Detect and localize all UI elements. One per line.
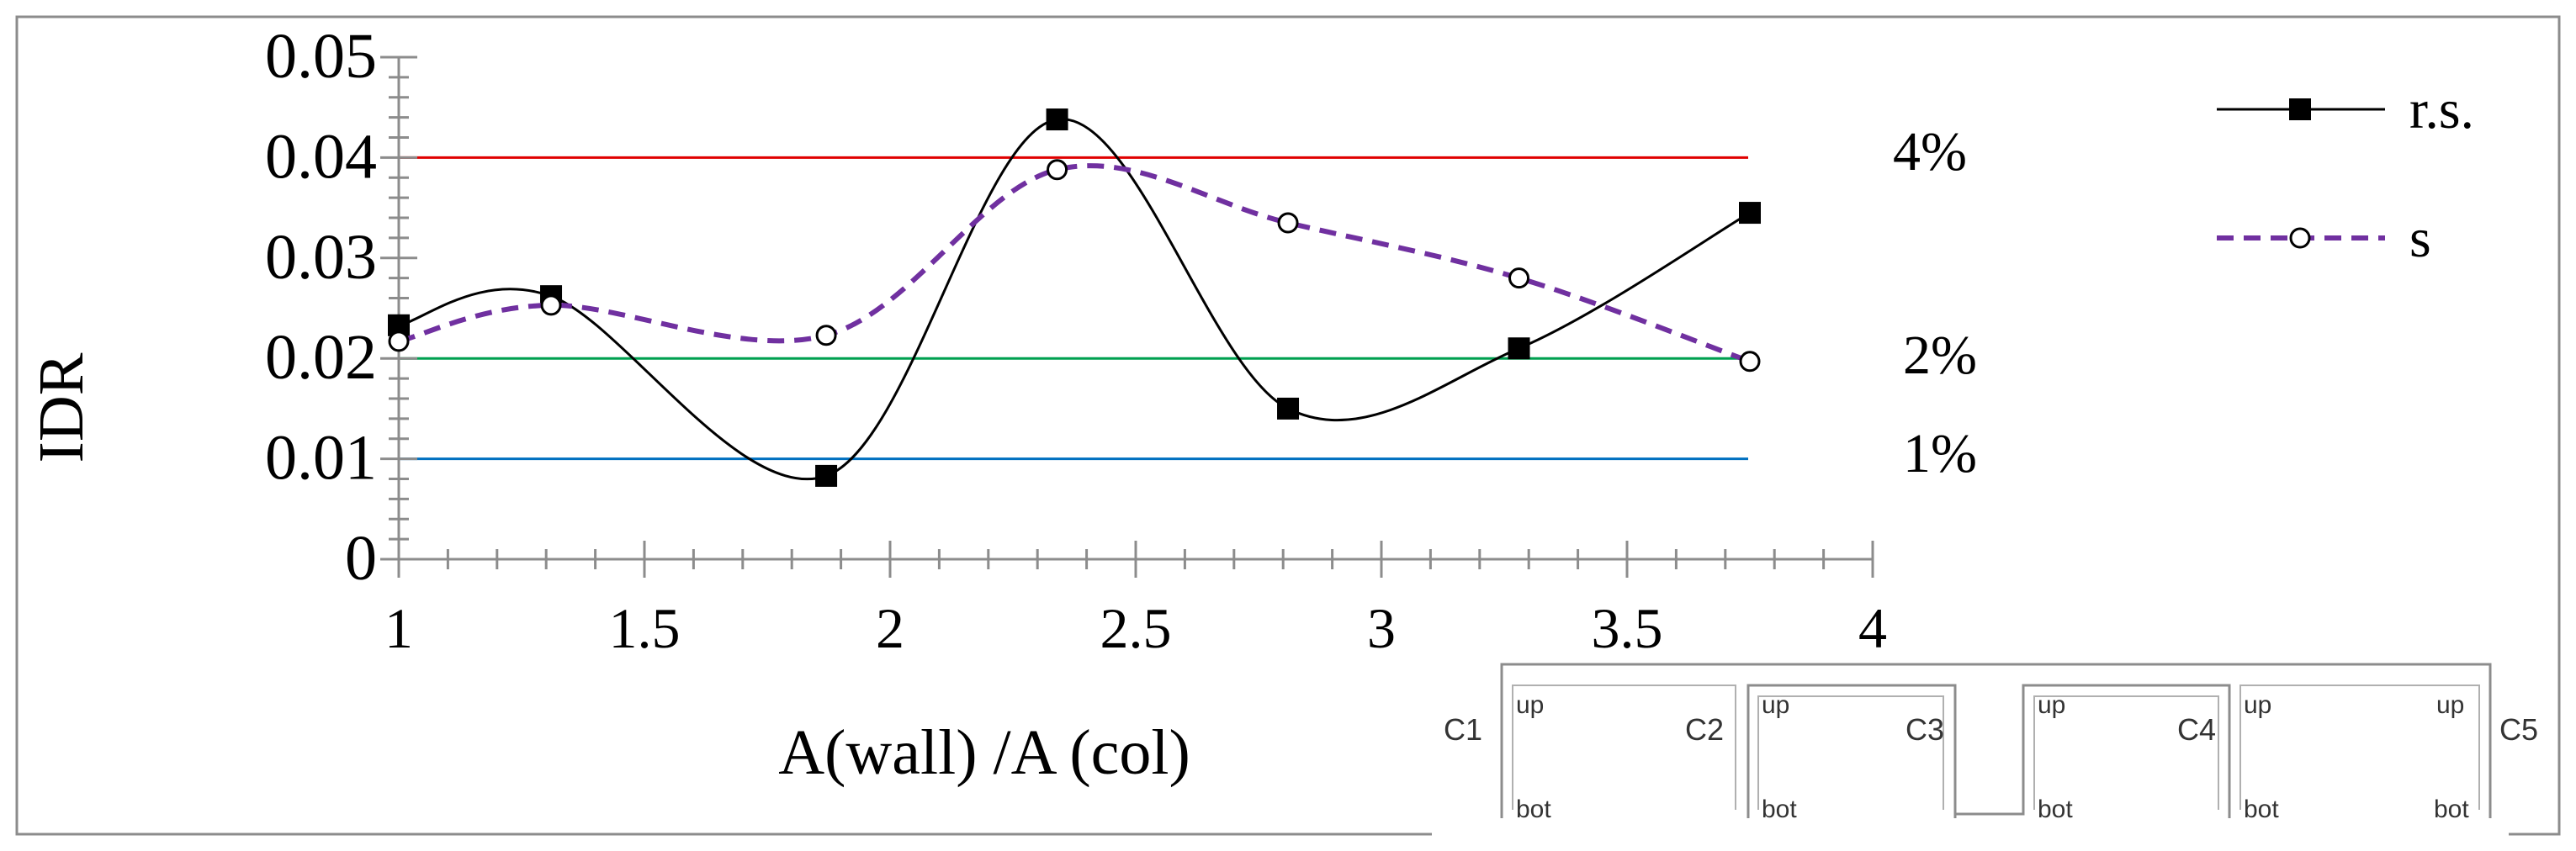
up-label: up (2244, 691, 2271, 719)
legend-label: s (2409, 208, 2431, 269)
bot-label: bot (1516, 796, 1551, 823)
column-outline (1500, 663, 2492, 818)
axes: 0 0.01 0.02 0.03 0.04 0.05 1 1.5 2 2.5 3 3.5 4 (265, 21, 1887, 660)
data-point-circle (1277, 212, 1299, 234)
inset-background (1432, 653, 2509, 838)
data-point-circle (1739, 351, 1761, 373)
x-tick-label: 2 (876, 596, 904, 660)
x-tick-label: 3.5 (1592, 596, 1663, 660)
y-tick-label: 0.04 (265, 121, 377, 192)
data-point-circle (1047, 159, 1068, 181)
bot-label: bot (2038, 796, 2073, 823)
column-label: C1 (1444, 712, 1482, 747)
data-point-circle (1508, 267, 1530, 289)
column-inner-outline (1512, 684, 2480, 810)
up-label: up (2436, 691, 2464, 719)
reference-line-label: 4% (1893, 121, 1967, 182)
x-tick-label: 1.5 (609, 596, 681, 660)
series-layer (388, 108, 1761, 487)
y-tick-label: 0.03 (265, 222, 377, 293)
x-tick-label: 1 (384, 596, 413, 660)
y-tick-label: 0.05 (265, 21, 377, 92)
data-point-circle (388, 330, 410, 352)
data-point-square (1739, 202, 1761, 225)
data-point-square (1508, 337, 1530, 360)
data-point-square (815, 464, 838, 487)
column-diagram: C1 C2 C3 C4 C5 up up up up up bot bot bot bot bot (1432, 653, 2538, 838)
reference-lines: 4% 2% 1% (399, 121, 1977, 484)
column-label: C3 (1905, 712, 1944, 747)
reference-line-label: 1% (1903, 423, 1977, 484)
y-tick-label: 0 (345, 523, 377, 594)
up-label: up (2038, 691, 2065, 719)
column-label: C5 (2499, 712, 2538, 747)
data-point-square (1277, 397, 1300, 420)
bot-label: bot (2434, 796, 2469, 823)
x-axis-title: A(wall) /A (col) (778, 717, 1190, 788)
up-label: up (1762, 691, 1789, 719)
legend-marker-square (2289, 98, 2311, 120)
data-point-circle (540, 294, 562, 316)
y-tick-label: 0.02 (265, 322, 377, 393)
up-label: up (1516, 691, 1544, 719)
y-axis-title: IDR (26, 352, 97, 462)
bot-label: bot (1762, 796, 1797, 823)
x-tick-label: 3 (1367, 596, 1396, 660)
reference-line-label: 2% (1903, 325, 1977, 386)
data-point-square (1046, 108, 1068, 131)
legend: r.s. s (2217, 79, 2474, 269)
x-tick-label: 2.5 (1100, 596, 1172, 660)
x-tick-label: 4 (1858, 596, 1887, 660)
column-label: C2 (1685, 712, 1724, 747)
data-point-circle (815, 325, 837, 346)
bot-label: bot (2244, 796, 2279, 823)
column-label: C4 (2177, 712, 2216, 747)
legend-marker-circle (2289, 227, 2311, 249)
y-tick-label: 0.01 (265, 423, 377, 494)
legend-label: r.s. (2409, 79, 2474, 140)
